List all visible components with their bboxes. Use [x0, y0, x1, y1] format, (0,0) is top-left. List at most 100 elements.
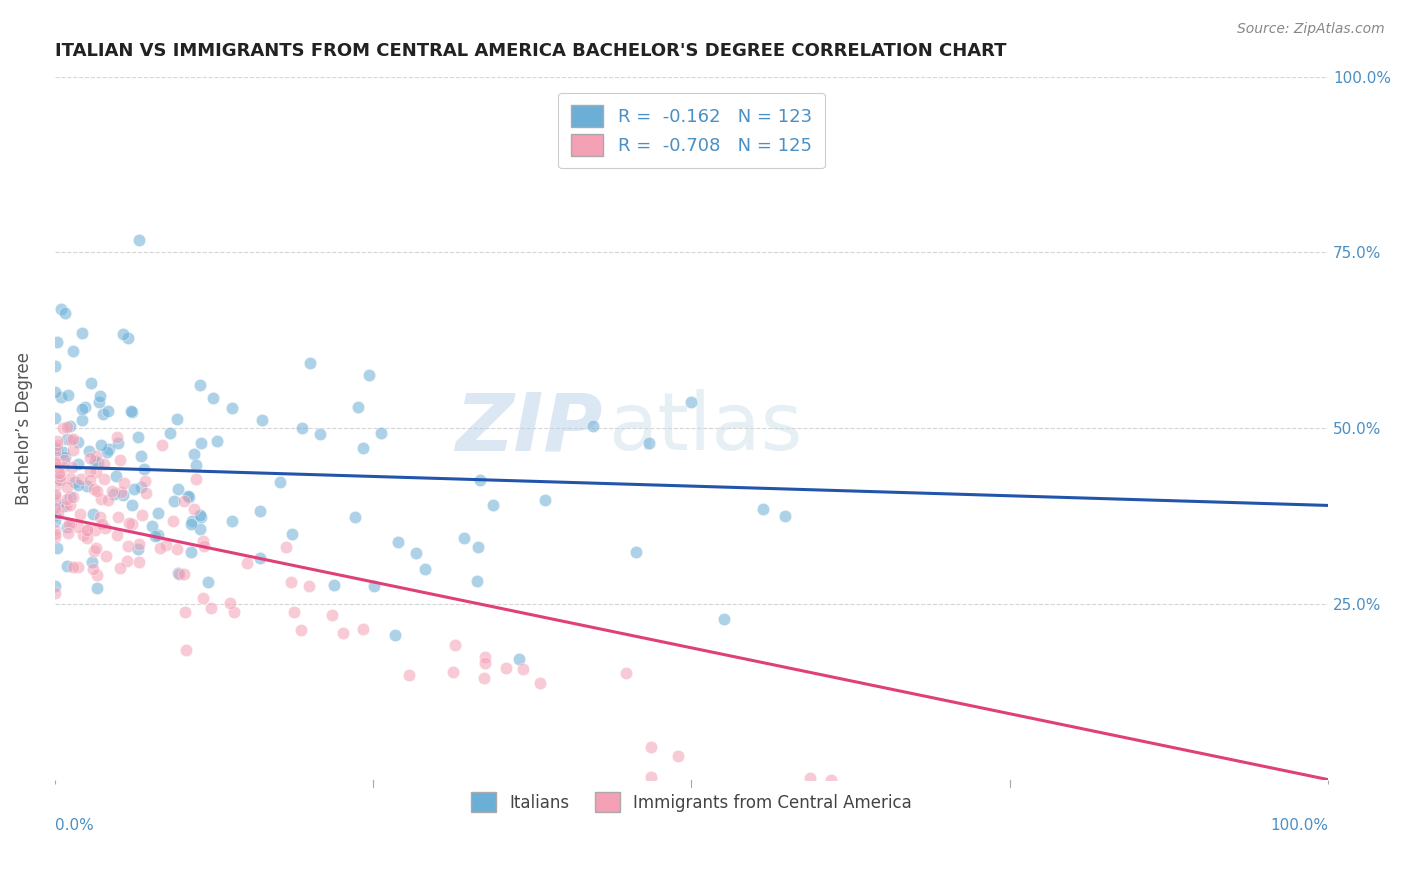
Point — [474, 657, 496, 671]
Point — [224, 605, 246, 619]
Point — [53, 450, 76, 465]
Point — [108, 453, 131, 467]
Point — [98, 442, 121, 457]
Point — [219, 596, 242, 610]
Point — [59, 517, 82, 532]
Point — [48, 473, 70, 487]
Point — [166, 482, 188, 496]
Point — [384, 628, 406, 642]
Point — [82, 507, 104, 521]
Point — [84, 541, 107, 555]
Point — [128, 233, 150, 247]
Point — [363, 579, 385, 593]
Point — [62, 490, 84, 504]
Point — [79, 464, 101, 478]
Point — [46, 507, 69, 521]
Point — [56, 558, 79, 573]
Point — [129, 449, 152, 463]
Text: 100.0%: 100.0% — [1270, 818, 1329, 833]
Point — [107, 435, 129, 450]
Point — [86, 568, 108, 582]
Point — [62, 432, 84, 446]
Point — [59, 471, 82, 485]
Point — [62, 560, 84, 574]
Point — [166, 542, 188, 557]
Point — [221, 514, 243, 528]
Point — [166, 411, 188, 425]
Point — [55, 479, 77, 493]
Point — [62, 443, 84, 458]
Text: ZIP: ZIP — [454, 389, 602, 467]
Point — [465, 574, 488, 588]
Point — [97, 404, 120, 418]
Point — [52, 421, 75, 435]
Point — [117, 554, 139, 568]
Point — [56, 420, 79, 434]
Point — [53, 306, 76, 320]
Text: 0.0%: 0.0% — [55, 818, 93, 833]
Point — [44, 359, 66, 374]
Point — [127, 542, 149, 557]
Point — [352, 622, 374, 636]
Point — [453, 531, 475, 545]
Point — [269, 475, 291, 489]
Point — [529, 675, 551, 690]
Point — [45, 434, 67, 448]
Point — [167, 566, 190, 580]
Point — [62, 343, 84, 358]
Point — [118, 516, 141, 530]
Point — [101, 484, 124, 499]
Point — [281, 527, 304, 541]
Point — [56, 432, 79, 446]
Point — [666, 749, 689, 764]
Point — [181, 514, 204, 528]
Point — [332, 626, 354, 640]
Point — [89, 509, 111, 524]
Point — [72, 412, 94, 426]
Point — [398, 668, 420, 682]
Point — [321, 608, 343, 623]
Point — [188, 522, 211, 536]
Point — [387, 535, 409, 549]
Point — [193, 533, 215, 548]
Point — [45, 442, 67, 457]
Point — [205, 434, 228, 449]
Point — [249, 551, 271, 566]
Point — [235, 556, 257, 570]
Point — [441, 665, 464, 679]
Point — [626, 545, 648, 559]
Point — [93, 457, 115, 471]
Point — [799, 771, 821, 785]
Point — [290, 624, 312, 638]
Point — [413, 562, 436, 576]
Point — [67, 559, 90, 574]
Point — [134, 474, 156, 488]
Point — [640, 740, 662, 755]
Point — [298, 579, 321, 593]
Point — [44, 501, 66, 516]
Point — [188, 508, 211, 522]
Point — [323, 578, 346, 592]
Point — [250, 412, 273, 426]
Point — [69, 472, 91, 486]
Point — [67, 519, 90, 533]
Point — [63, 475, 86, 489]
Point — [60, 460, 83, 475]
Point — [93, 520, 115, 534]
Point — [72, 527, 94, 541]
Point — [283, 605, 305, 619]
Point — [107, 509, 129, 524]
Point — [82, 555, 104, 569]
Point — [58, 517, 80, 532]
Point — [44, 441, 66, 455]
Point — [468, 473, 491, 487]
Point — [79, 450, 101, 465]
Point — [174, 643, 197, 657]
Point — [344, 510, 367, 524]
Point — [44, 527, 66, 541]
Point — [159, 426, 181, 441]
Point — [177, 490, 200, 504]
Point — [44, 486, 66, 500]
Point — [121, 405, 143, 419]
Point — [70, 326, 93, 340]
